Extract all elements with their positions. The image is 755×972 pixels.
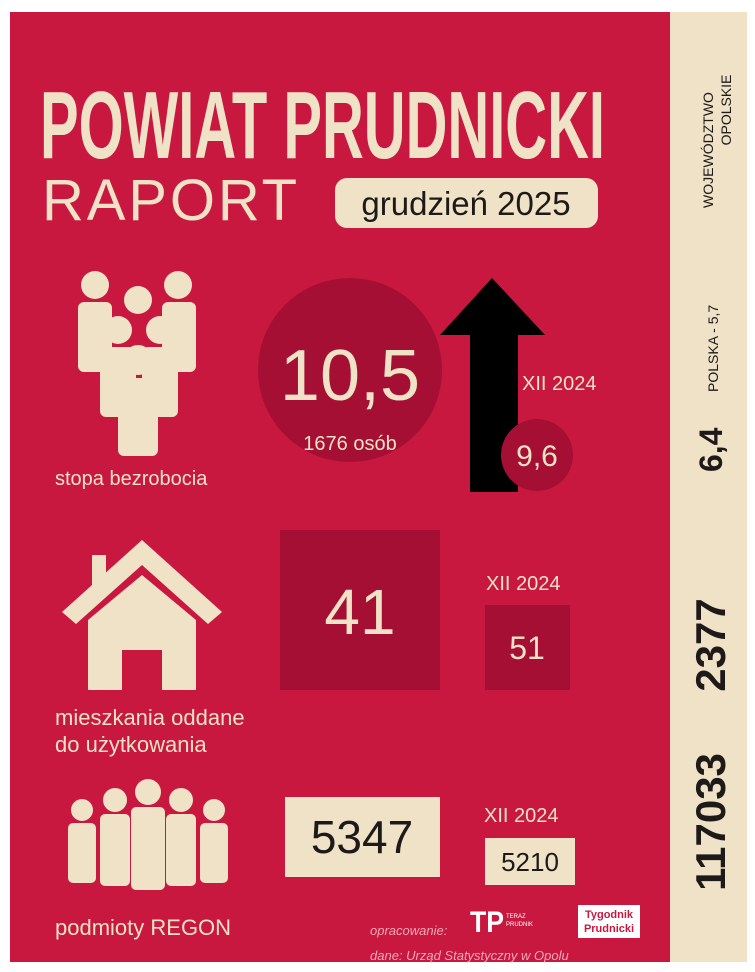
title: POWIAT PRUDNICKI	[40, 72, 605, 179]
previous-square	[485, 605, 570, 690]
previous-box	[485, 838, 575, 885]
section-label: do użytkowania	[55, 732, 207, 757]
value-box	[285, 797, 440, 877]
side-value: 6,4	[693, 427, 729, 472]
region: WOJEWÓDZTWO	[700, 92, 716, 208]
section-label: stopa bezrobocia	[55, 468, 208, 490]
period: grudzień 2025	[361, 185, 570, 222]
previous-value: 5210	[501, 847, 559, 877]
region: OPOLSKIE	[718, 75, 734, 146]
logo-tp: TP	[470, 906, 504, 939]
side-strip	[670, 12, 747, 962]
side-value: 2377	[687, 598, 734, 691]
previous-label: XII 2024	[522, 373, 597, 395]
logo-tp-small: PRUDNIK	[506, 922, 533, 928]
logo-tygodnik: Tygodnik	[585, 909, 634, 921]
section-value: 41	[324, 576, 395, 648]
house-icon	[62, 540, 222, 690]
previous-label: XII 2024	[484, 805, 559, 827]
section-detail: 1676 osób	[303, 433, 396, 455]
side-value: 117033	[687, 753, 734, 891]
section-value: 5347	[311, 811, 413, 863]
previous-value: 9,6	[516, 440, 558, 473]
up-arrow	[440, 278, 545, 492]
workers-icon	[68, 779, 228, 890]
section-value: 10,5	[280, 336, 420, 416]
section-label: podmioty REGON	[55, 915, 231, 940]
previous-value: 51	[509, 630, 545, 666]
national: POLSKA - 5,7	[705, 305, 721, 392]
prepared-by: opracowanie:	[370, 923, 448, 938]
value-square	[280, 530, 440, 690]
source: dane: Urząd Statystyczny w Opolu	[370, 948, 569, 963]
previous-label: XII 2024	[486, 573, 561, 595]
previous-circle	[501, 419, 573, 491]
section-label: mieszkania oddane	[55, 705, 245, 730]
value-circle	[258, 278, 442, 462]
people-icon	[78, 271, 196, 456]
period-pill	[335, 178, 598, 228]
logo-tygodnik: Prudnicki	[584, 923, 634, 935]
logo-tp-small: TERAZ	[506, 914, 526, 920]
logo-box	[578, 905, 640, 938]
